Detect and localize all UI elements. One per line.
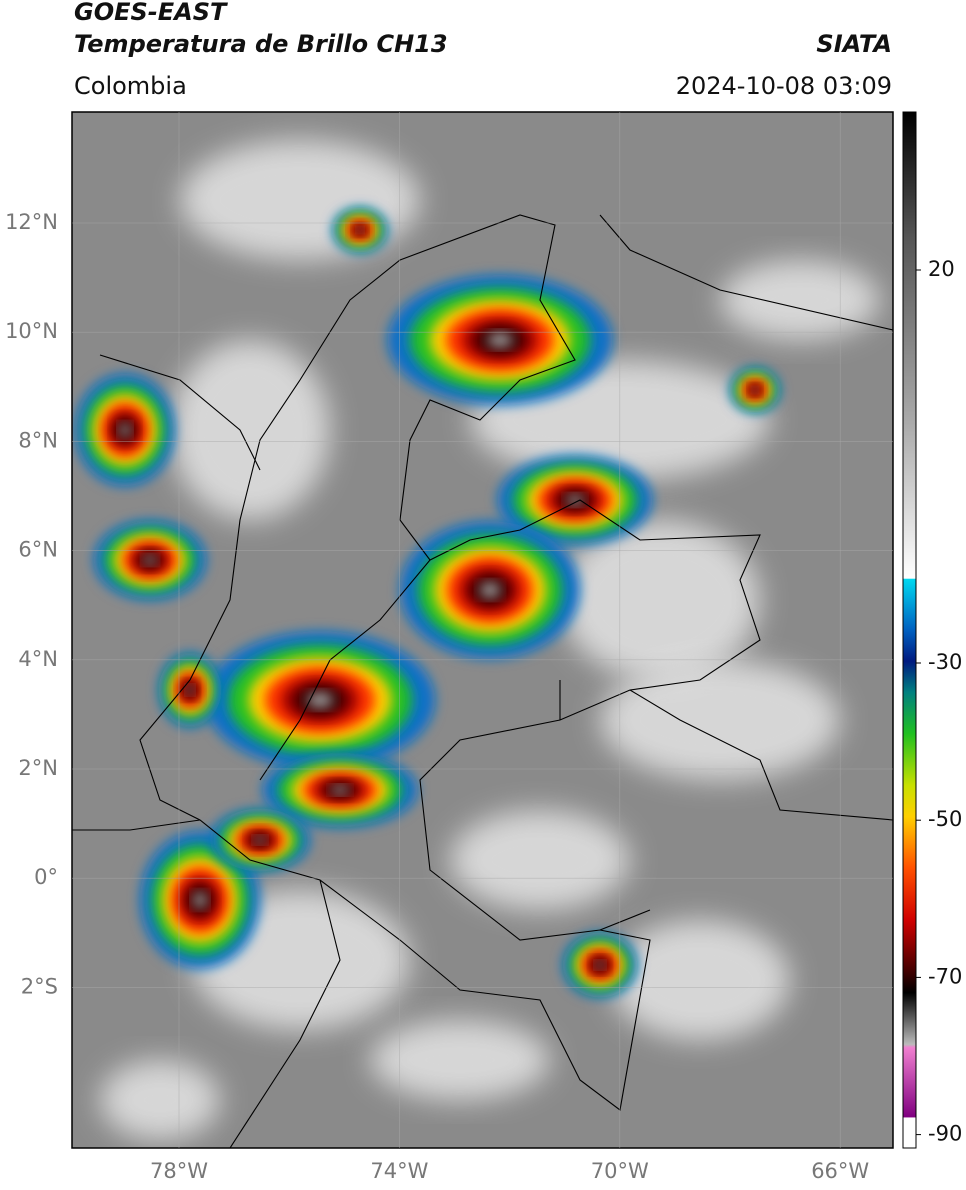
boundary: [72, 819, 341, 1148]
map-frame: [71, 111, 894, 1149]
storm-cell: [487, 332, 513, 348]
satellite-image: [72, 112, 893, 1148]
storm-cell: [186, 685, 194, 695]
lat-tick-label: 4°N: [18, 647, 58, 671]
boundary: [559, 680, 893, 931]
colorbar-tick-label: 20: [928, 257, 955, 281]
datetime: 2024-10-08 03:09: [676, 72, 892, 100]
source: SIATA: [816, 30, 892, 58]
cloud: [600, 660, 840, 780]
storm-cell: [254, 836, 266, 844]
colorbar-tick-label: -90: [928, 1122, 962, 1146]
lat-tick-label: 10°N: [5, 319, 58, 343]
lon-tick-label: 70°W: [591, 1159, 649, 1183]
lon-tick-label: 74°W: [370, 1159, 428, 1183]
lat-tick-label: 6°N: [18, 538, 58, 562]
boundary: [99, 214, 893, 471]
lon-tick-label: 78°W: [150, 1159, 208, 1183]
colorbar-tick-label: -50: [928, 807, 962, 831]
colorbar-tick-label: -70: [928, 964, 962, 988]
colorbar: [902, 111, 917, 1149]
title: GOES-EAST: [74, 0, 228, 26]
boundary: [139, 214, 761, 1111]
lat-tick-label: 8°N: [18, 428, 58, 452]
cloud: [450, 810, 630, 910]
lon-tick-label: 66°W: [811, 1159, 869, 1183]
cloud: [100, 1060, 220, 1140]
storm-cell: [143, 555, 157, 565]
lat-tick-label: 2°N: [18, 756, 58, 780]
storm-cell: [331, 785, 349, 795]
storm-cell: [566, 494, 584, 506]
cloud: [170, 340, 330, 520]
cloud: [610, 920, 790, 1040]
storm-cell: [356, 227, 364, 233]
cloud: [370, 1020, 550, 1100]
subtitle: Temperatura de Brillo CH13: [74, 30, 448, 58]
storm-cell: [479, 582, 501, 598]
cloud: [560, 520, 760, 680]
storm-cell: [752, 387, 758, 393]
storm-cell: [119, 423, 131, 437]
lat-tick-label: 12°N: [5, 210, 58, 234]
storm-cell: [193, 892, 207, 908]
storm-cell: [307, 692, 333, 708]
lat-tick-label: 2°S: [21, 974, 58, 998]
colorbar-tick-label: -30: [928, 650, 962, 674]
lat-tick-label: 0°: [34, 865, 58, 889]
cloud: [180, 140, 420, 260]
region: Colombia: [74, 72, 187, 100]
cloud: [720, 260, 880, 340]
storm-cell: [595, 961, 605, 969]
